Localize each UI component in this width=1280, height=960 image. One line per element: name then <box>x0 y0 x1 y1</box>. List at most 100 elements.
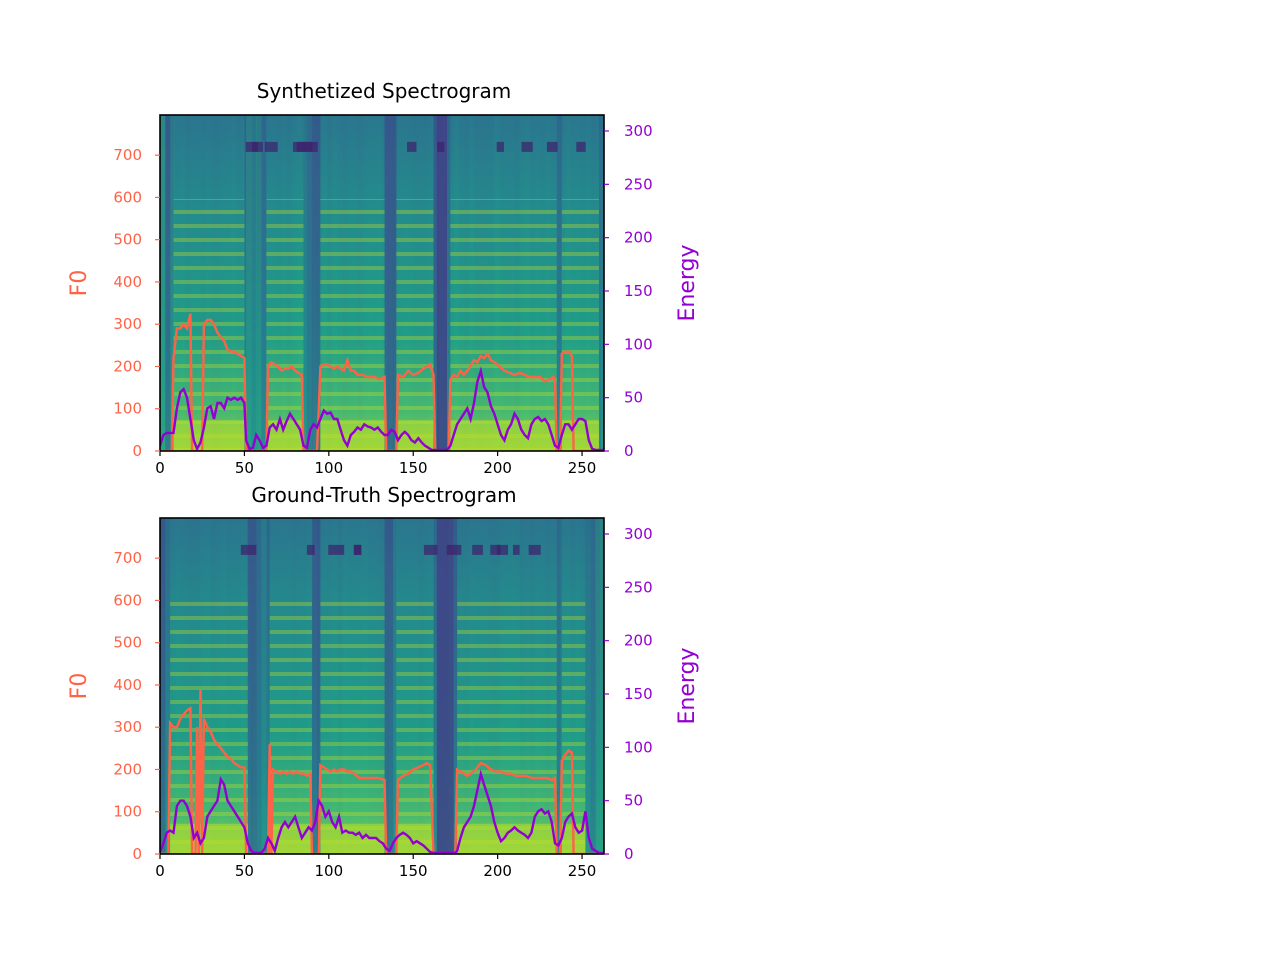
x-tick-label: 0 <box>155 862 165 880</box>
spectrogram-column <box>590 518 597 854</box>
harmonic-band <box>457 602 557 854</box>
spectrogram-column <box>246 115 252 451</box>
spectrogram-patch <box>292 141 308 152</box>
f0-tick-label: 300 <box>113 315 142 333</box>
energy-tick-label: 250 <box>624 175 653 193</box>
spectrogram-column <box>261 115 267 451</box>
low-frequency-band <box>173 420 245 451</box>
energy-tick-label: 300 <box>624 525 653 543</box>
plot-frame <box>159 114 605 452</box>
energy-axis-label: Energy <box>675 244 700 321</box>
harmonic-band <box>561 602 586 854</box>
spectrogram-column <box>317 115 323 451</box>
x-tick-label: 50 <box>235 459 254 477</box>
spectrogram-column <box>311 115 318 451</box>
spectrogram-patch <box>353 544 362 555</box>
f0-line <box>160 689 604 854</box>
spectrogram-column <box>585 518 591 854</box>
x-tick-label: 150 <box>399 862 428 880</box>
spectrogram-column <box>382 518 389 854</box>
x-tick-label: 0 <box>155 459 165 477</box>
spectrogram-column <box>246 518 252 854</box>
f0-tick-label: 600 <box>113 591 142 609</box>
spectrogram-column <box>392 518 399 854</box>
spectrogram-column <box>251 518 257 854</box>
spectrogram-patch <box>576 141 586 152</box>
spectrogram-patch <box>472 544 483 555</box>
spectrogram-patch <box>437 141 445 152</box>
spectrogram-column <box>301 115 308 451</box>
spectrogram-column <box>261 518 267 854</box>
x-tick-label: 250 <box>568 862 597 880</box>
spectrogram-column <box>165 115 171 451</box>
spectrogram-column <box>392 115 399 451</box>
spectrogram-column <box>387 518 394 854</box>
harmonic-band <box>266 199 304 451</box>
harmonic-band <box>269 602 312 854</box>
f0-tick-label: 600 <box>113 188 142 206</box>
spectrogram-patch <box>496 544 509 555</box>
silence-region <box>436 518 454 854</box>
energy-tick-label: 100 <box>624 738 653 756</box>
spectrogram-column <box>595 518 602 854</box>
spectrogram-patch <box>407 141 417 152</box>
energy-line <box>160 366 604 451</box>
f0-tick-label: 100 <box>113 400 142 418</box>
spectrogram-patch <box>306 544 315 555</box>
energy-tick-label: 0 <box>624 442 634 460</box>
f0-tick-label: 400 <box>113 273 142 291</box>
spectrogram-column <box>170 115 176 451</box>
low-frequency-band <box>320 420 385 451</box>
spectrogram-column <box>555 518 561 854</box>
chart-title: Ground-Truth Spectrogram <box>251 483 516 507</box>
energy-tick-label: 150 <box>624 282 653 300</box>
x-tick-label: 200 <box>483 459 512 477</box>
f0-tick-label: 100 <box>113 803 142 821</box>
spectrogram-column <box>453 518 460 854</box>
spectrogram-column <box>160 518 166 854</box>
f0-tick-label: 0 <box>132 442 142 460</box>
f0-line <box>160 313 604 451</box>
energy-tick-label: 0 <box>624 845 634 863</box>
f0-axis-ticks: 0 100 200 300 400 500 600 700 <box>113 146 160 460</box>
low-frequency-band <box>561 420 599 451</box>
spectrogram-column <box>256 518 262 854</box>
x-tick-label: 150 <box>399 459 428 477</box>
spectrogram-patch <box>264 141 278 152</box>
spectrogram-patch <box>328 544 345 555</box>
f0-axis-ticks: 0 100 200 300 400 500 600 700 <box>113 549 160 863</box>
harmonic-band <box>320 199 385 451</box>
f0-tick-label: 500 <box>113 231 142 249</box>
spectrogram-patch <box>490 544 501 555</box>
f0-tick-label: 700 <box>113 549 142 567</box>
f0-axis-label: F0 <box>67 673 92 700</box>
x-tick-label: 100 <box>315 862 344 880</box>
f0-tick-label: 400 <box>113 676 142 694</box>
spectrogram-patch <box>245 141 258 152</box>
spectrogram-column <box>433 518 440 854</box>
spectrogram-patch <box>512 544 520 555</box>
energy-tick-label: 150 <box>624 685 653 703</box>
plot-frame <box>159 517 605 855</box>
x-tick-label: 50 <box>235 862 254 880</box>
spectrogram-patch <box>546 141 558 152</box>
harmonic-band <box>450 199 557 451</box>
spectrogram-column <box>600 115 604 451</box>
spectrogram-image <box>160 115 604 451</box>
f0-tick-label: 700 <box>113 146 142 164</box>
x-tick-label: 200 <box>483 862 512 880</box>
spectrogram-patch <box>307 141 318 152</box>
harmonic-band <box>320 602 385 854</box>
f0-tick-label: 200 <box>113 357 142 375</box>
energy-line <box>160 769 604 854</box>
f0-tick-label: 300 <box>113 718 142 736</box>
spectrogram-column <box>306 115 313 451</box>
f0-tick-label: 500 <box>113 634 142 652</box>
energy-tick-label: 50 <box>624 389 643 407</box>
harmonic-band <box>396 199 434 451</box>
harmonic-band <box>396 602 434 854</box>
energy-tick-label: 200 <box>624 632 653 650</box>
x-axis-ticks: 0 50 100 150 200 250 <box>155 854 596 880</box>
spectrogram-patch <box>528 544 541 555</box>
